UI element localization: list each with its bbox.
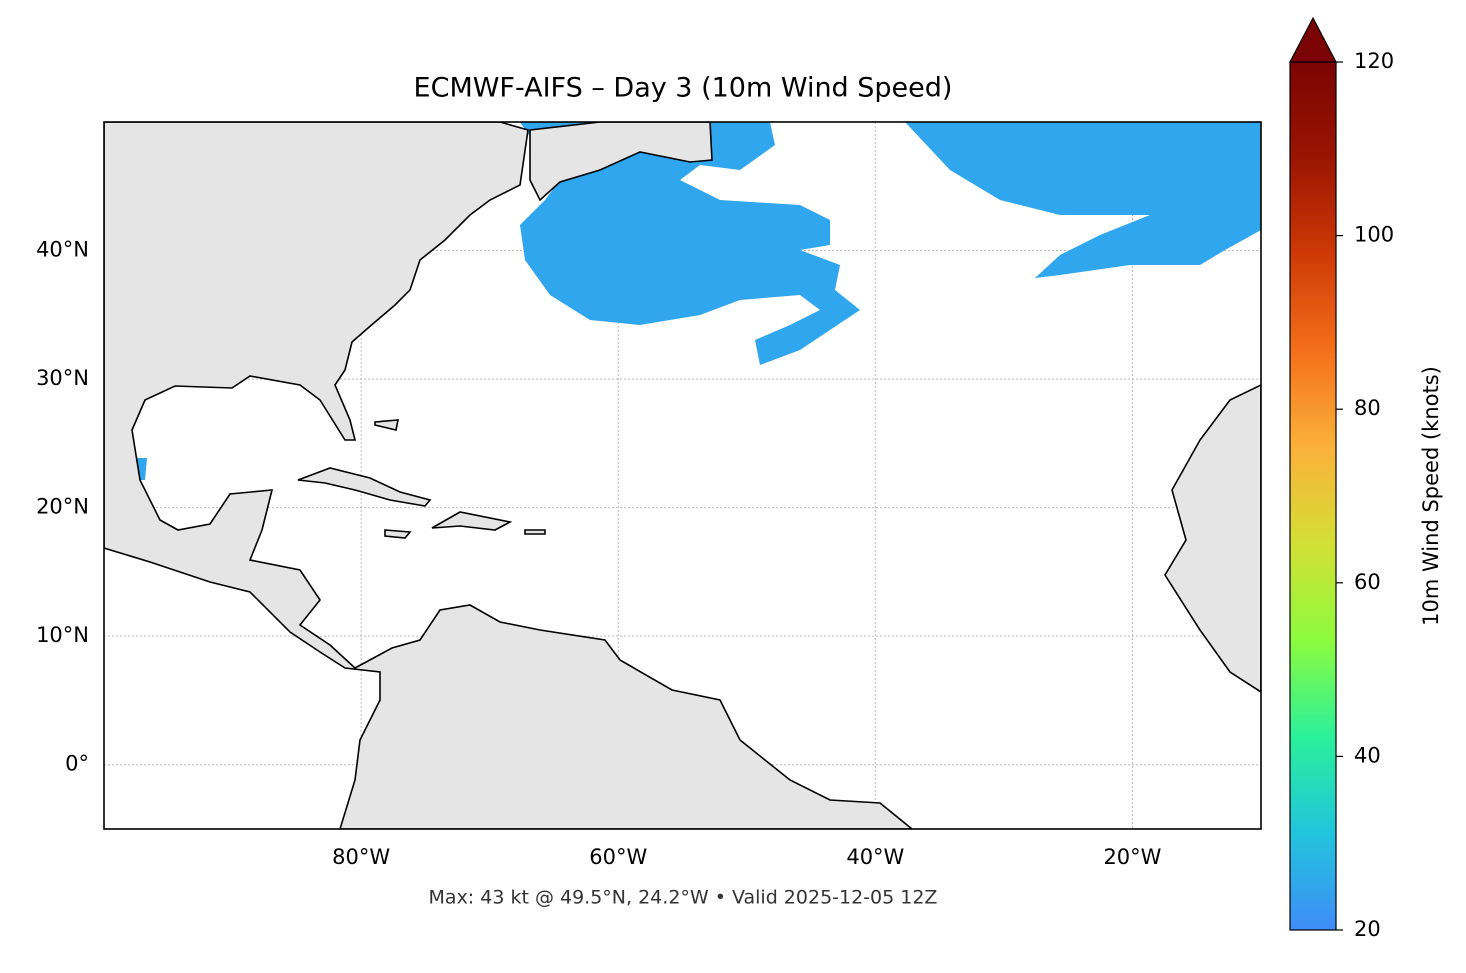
colorbar-extension [1289,16,1337,63]
y-tick-label: 30°N [36,366,89,390]
map-footer: Max: 43 kt @ 49.5°N, 24.2°W • Valid 2025… [429,887,938,909]
colorbar-tick-label: 60 [1354,570,1381,594]
colorbar-tick-label: 100 [1354,223,1394,247]
x-tick-label: 40°W [846,845,904,869]
x-tick-label: 60°W [589,845,647,869]
x-tick-label: 80°W [332,845,390,869]
x-tick-label: 20°W [1103,845,1161,869]
y-tick-label: 40°N [36,238,89,262]
y-tick-label: 10°N [36,623,89,647]
map-title: ECMWF-AIFS – Day 3 (10m Wind Speed) [414,73,953,104]
colorbar-tick-label: 20 [1354,917,1381,941]
y-tick-label: 0° [65,752,89,776]
colorbar-body [1289,61,1337,931]
y-tick-label: 20°N [36,495,89,519]
map-frame [103,121,1262,830]
colorbar: 10m Wind Speed (knots) 20 40 60 80 100 120 [1289,16,1443,941]
colorbar-tick-label: 40 [1354,743,1381,767]
map-area [104,122,1261,829]
colorbar-tick-label: 120 [1354,49,1394,73]
colorbar-tick-label: 80 [1354,396,1381,420]
colorbar-label: 10m Wind Speed (knots) [1419,366,1443,626]
